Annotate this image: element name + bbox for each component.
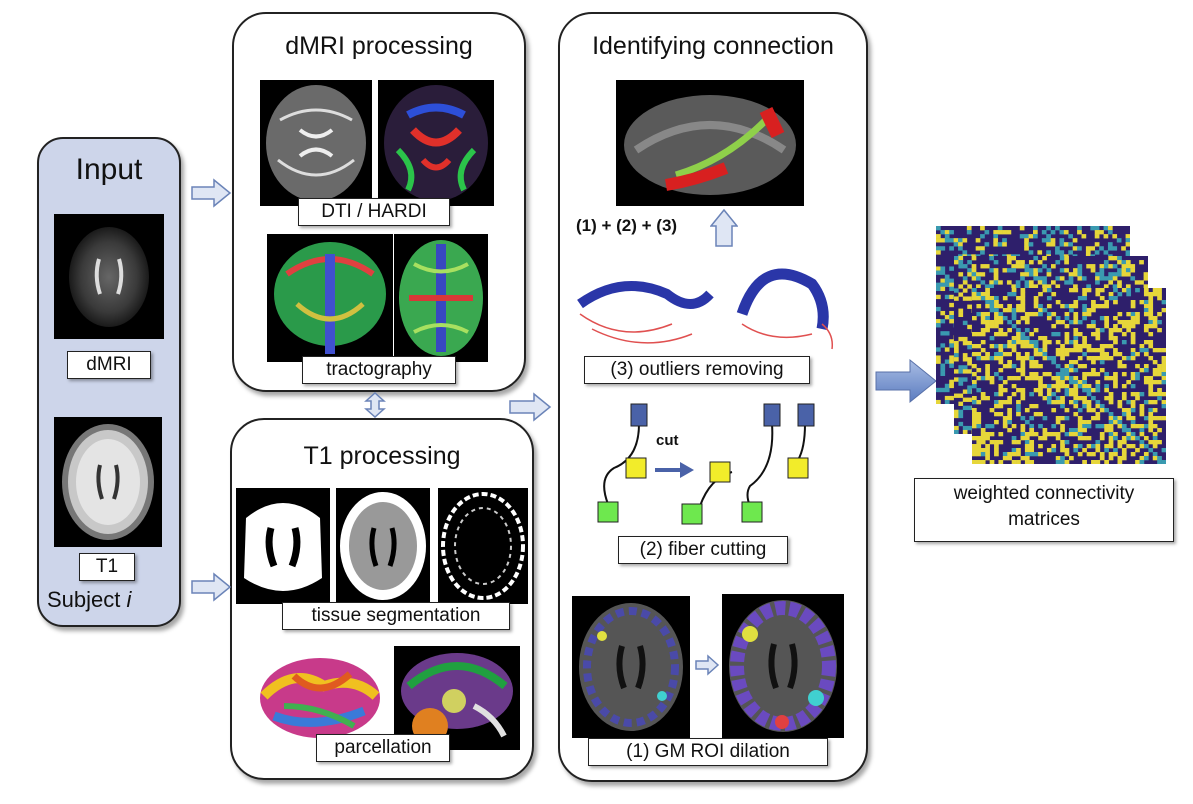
node-blue-1 xyxy=(630,403,648,427)
t1-input-image xyxy=(54,417,162,547)
fa-map-image xyxy=(260,80,372,206)
tractography-coronal-image xyxy=(267,234,393,362)
node-blue-3 xyxy=(797,403,815,427)
arrow-to-identifying-icon xyxy=(509,392,552,422)
input-panel: Input dMRI T1 Subject i xyxy=(37,137,181,627)
matrix-front xyxy=(972,288,1166,464)
node-green-3 xyxy=(741,501,763,523)
arrow-input-to-dmri-icon xyxy=(191,178,232,208)
arrow-to-matrices-icon xyxy=(875,358,937,404)
connectivity-matrices-stack xyxy=(936,226,1176,466)
gm-roi-dilation-label: (1) GM ROI dilation xyxy=(588,738,828,766)
roi-before-image xyxy=(572,596,690,738)
subject-index: i xyxy=(126,587,132,612)
parcellation-surface-image xyxy=(254,646,386,750)
dmri-input-image xyxy=(54,214,164,339)
tractography-axial-image xyxy=(394,234,488,362)
outlier-fibers-image xyxy=(572,254,842,350)
parcellation-sagittal-image xyxy=(394,646,520,750)
connection-result-image xyxy=(616,80,804,206)
tractography-label: tractography xyxy=(302,356,456,384)
weighted-matrices-line2: matrices xyxy=(1008,509,1080,530)
t1-input-label: T1 xyxy=(79,553,135,581)
input-title: Input xyxy=(75,153,143,186)
dmri-title: dMRI processing xyxy=(285,32,473,60)
weighted-matrices-label: weighted connectivity matrices xyxy=(914,478,1174,542)
subject-label: Subject i xyxy=(47,587,131,613)
parcellation-label: parcellation xyxy=(316,734,450,762)
gm-segmentation-image xyxy=(438,488,528,604)
fiber-cutting-diagram xyxy=(597,403,815,525)
fiber-cutting-label: (2) fiber cutting xyxy=(618,536,788,564)
combination-label: (1) + (2) + (3) xyxy=(576,216,678,235)
tissue-segmentation-label: tissue segmentation xyxy=(282,602,510,630)
t1-panel: T1 processing tissue segmentation parcel… xyxy=(230,418,534,780)
t1-title: T1 processing xyxy=(303,442,461,470)
color-fa-image xyxy=(378,80,494,206)
arrow-input-to-t1-icon xyxy=(191,572,232,602)
right-arrow-small-icon xyxy=(695,654,720,676)
wm-segmentation-image xyxy=(236,488,330,604)
node-blue-2 xyxy=(763,403,781,427)
cut-arrow-icon xyxy=(655,462,694,478)
dmri-panel: dMRI processing DTI / HARDI tractography xyxy=(232,12,526,392)
gm-wm-segmentation-image xyxy=(336,488,430,604)
node-yellow-2 xyxy=(709,461,731,483)
subject-text: Subject xyxy=(47,587,121,612)
identifying-title: Identifying connection xyxy=(592,32,834,60)
node-yellow-3 xyxy=(787,457,809,479)
roi-after-image xyxy=(722,594,844,738)
cut-label: cut xyxy=(656,432,679,449)
node-green-2 xyxy=(681,503,703,525)
dti-hardi-label: DTI / HARDI xyxy=(298,198,450,226)
node-yellow-1 xyxy=(625,457,647,479)
identifying-panel: Identifying connection (1) + (2) + (3) (… xyxy=(558,12,868,782)
up-arrow-icon xyxy=(710,208,738,247)
weighted-matrices-line1: weighted connectivity xyxy=(953,483,1135,504)
outliers-removing-label: (3) outliers removing xyxy=(584,356,810,384)
double-arrow-dmri-t1-icon xyxy=(364,392,386,418)
dmri-input-label: dMRI xyxy=(67,351,151,379)
node-green-1 xyxy=(597,501,619,523)
